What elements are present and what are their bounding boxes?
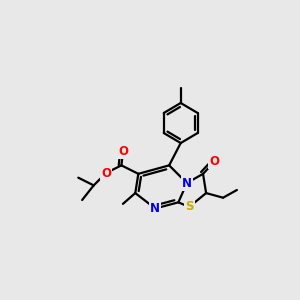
Text: N: N bbox=[150, 202, 160, 215]
Text: S: S bbox=[185, 200, 194, 213]
Text: O: O bbox=[101, 167, 111, 180]
Text: N: N bbox=[182, 177, 192, 190]
Text: O: O bbox=[118, 145, 128, 158]
Text: O: O bbox=[210, 155, 220, 168]
